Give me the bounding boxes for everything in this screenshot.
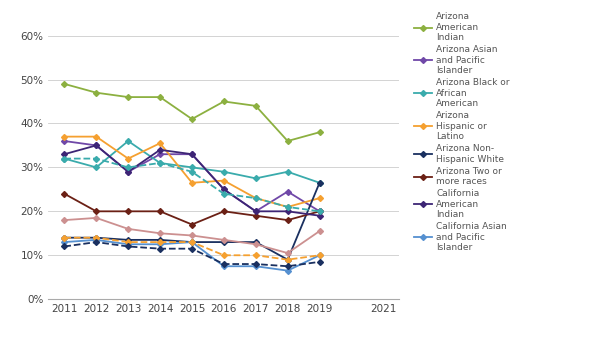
Legend: Arizona
American
Indian, Arizona Asian
and Pacific
Islander, Arizona Black or
Af: Arizona American Indian, Arizona Asian a…: [414, 12, 509, 252]
